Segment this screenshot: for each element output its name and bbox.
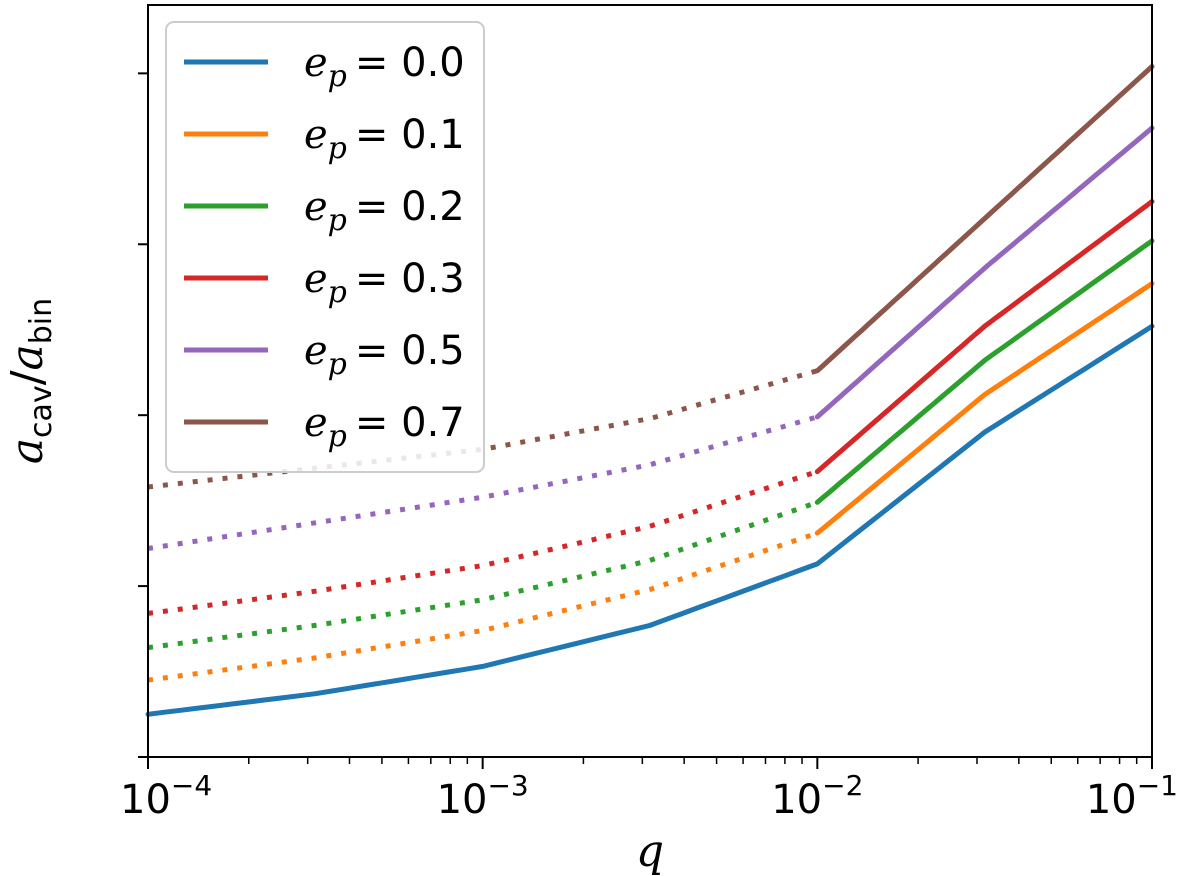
x-tick-exponent-2: −2: [822, 769, 863, 802]
series-3: [147, 199, 1155, 616]
legend-value-3: = 0.3: [355, 256, 465, 302]
legend-var-2: e: [304, 184, 328, 230]
series-layer: [145, 64, 1155, 717]
legend-var-0: e: [304, 40, 328, 86]
x-axis-label: q: [636, 826, 664, 876]
legend-sub-2: p: [328, 203, 347, 238]
legend-value-5: = 0.7: [355, 400, 465, 446]
x-tick-base-2: 10: [771, 777, 822, 823]
series-line-0: [145, 323, 1155, 717]
series-solid-segment-3: [814, 199, 1155, 475]
legend: ep = 0.0ep = 0.1ep = 0.2ep = 0.3ep = 0.5ep = 0…: [165, 21, 485, 473]
legend-value-4: = 0.5: [355, 328, 465, 374]
x-tick-exponent-1: −3: [487, 769, 528, 802]
legend-label-1: ep = 0.1: [304, 112, 465, 166]
series-2: [147, 238, 1155, 651]
series-dotted-segment-1: [147, 530, 819, 683]
x-tick-label-2: 10−2: [771, 769, 863, 823]
series-0: [145, 323, 1155, 717]
legend-sub-4: p: [328, 347, 347, 382]
legend-sub-3: p: [328, 275, 347, 310]
legend-value-1: = 0.1: [355, 112, 465, 158]
legend-label-5: ep = 0.7: [304, 400, 465, 454]
x-tick-label-1: 10−3: [437, 769, 529, 823]
legend-var-1: e: [304, 112, 328, 158]
x-tick-exponent-3: −1: [1137, 769, 1178, 802]
legend-value-0: = 0.0: [355, 40, 465, 86]
x-tick-base-3: 10: [1086, 777, 1137, 823]
y-axis-label: acav/abin: [2, 298, 59, 464]
series-solid-segment-1: [814, 281, 1155, 536]
x-tick-base-1: 10: [437, 777, 488, 823]
legend-label-0: ep = 0.0: [304, 40, 465, 94]
series-solid-segment-2: [814, 238, 1155, 505]
legend-label-2: ep = 0.2: [304, 184, 465, 238]
series-solid-segment-4: [814, 125, 1155, 420]
series-1: [147, 281, 1155, 683]
series-solid-segment-5: [814, 64, 1155, 374]
legend-sub-5: p: [328, 419, 347, 454]
legend-label-4: ep = 0.5: [304, 328, 465, 382]
legend-value-2: = 0.2: [355, 184, 465, 230]
plot-frame: [147, 4, 1153, 758]
x-tick-label-3: 10−1: [1086, 769, 1178, 823]
legend-sub-1: p: [328, 131, 347, 166]
series-dotted-segment-2: [147, 499, 819, 651]
legend-var-4: e: [304, 328, 328, 374]
legend-var-3: e: [304, 256, 328, 302]
x-tick-base-0: 10: [120, 777, 171, 823]
x-tick-exponent-0: −4: [171, 769, 212, 802]
legend-label-3: ep = 0.3: [304, 256, 465, 310]
legend-var-5: e: [304, 400, 328, 446]
series-dotted-segment-3: [147, 469, 819, 616]
x-tick-label-0: 10−4: [120, 769, 212, 823]
series-5: [147, 64, 1155, 490]
ticks-layer: 10−4 10−3 10−2 10−1: [120, 72, 1178, 823]
series-4: [147, 125, 1155, 551]
legend-sub-0: p: [328, 59, 347, 94]
